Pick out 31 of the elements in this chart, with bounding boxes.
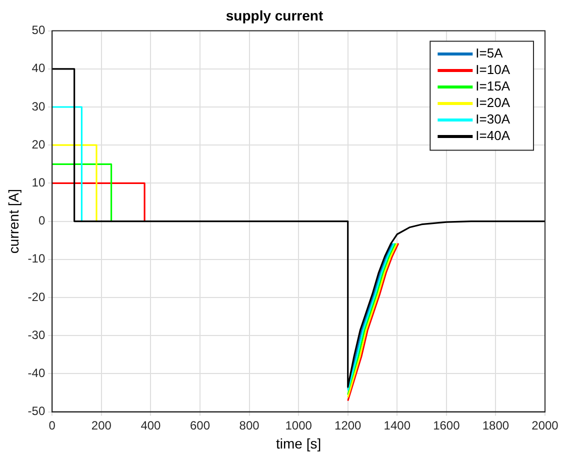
y-tick-label: 40: [32, 61, 46, 76]
x-tick-label: 1200: [334, 418, 362, 432]
x-tick-label: 0: [48, 418, 56, 432]
y-tick-label: 50: [32, 23, 46, 38]
y-tick-label: 30: [32, 99, 46, 114]
legend-label: I=15A: [476, 78, 510, 94]
x-tick-label: 1800: [482, 418, 510, 432]
legend-label: I=20A: [476, 95, 510, 110]
y-tick-label: -40: [28, 366, 46, 380]
x-tick-label: 1400: [384, 418, 411, 432]
y-tick-label: -50: [28, 404, 46, 418]
x-tick-label: 400: [140, 418, 162, 432]
legend-label: I=30A: [476, 112, 510, 127]
x-tick-label: 1600: [433, 418, 460, 432]
legend-label: I=10A: [476, 62, 510, 78]
x-tick-label: 600: [190, 418, 210, 432]
y-axis-title: current [A]: [5, 189, 22, 254]
y-tick-label: 0: [38, 214, 46, 228]
y-tick-label: 10: [32, 176, 46, 190]
x-axis-title: time [s]: [276, 435, 322, 452]
legend-label: I=40A: [476, 128, 510, 144]
x-tick-label: 1000: [285, 418, 312, 432]
y-tick-label: -10: [28, 252, 46, 266]
y-tick-label: -30: [28, 328, 46, 342]
x-tick-label: 2000: [532, 418, 559, 432]
y-tick-label: 20: [32, 137, 46, 152]
x-tick-label: 800: [239, 418, 260, 432]
x-tick-label: 200: [91, 418, 112, 432]
y-tick-label: -20: [28, 290, 46, 304]
chart-title: supply current: [226, 7, 324, 24]
legend-label: I=5A: [476, 46, 504, 61]
